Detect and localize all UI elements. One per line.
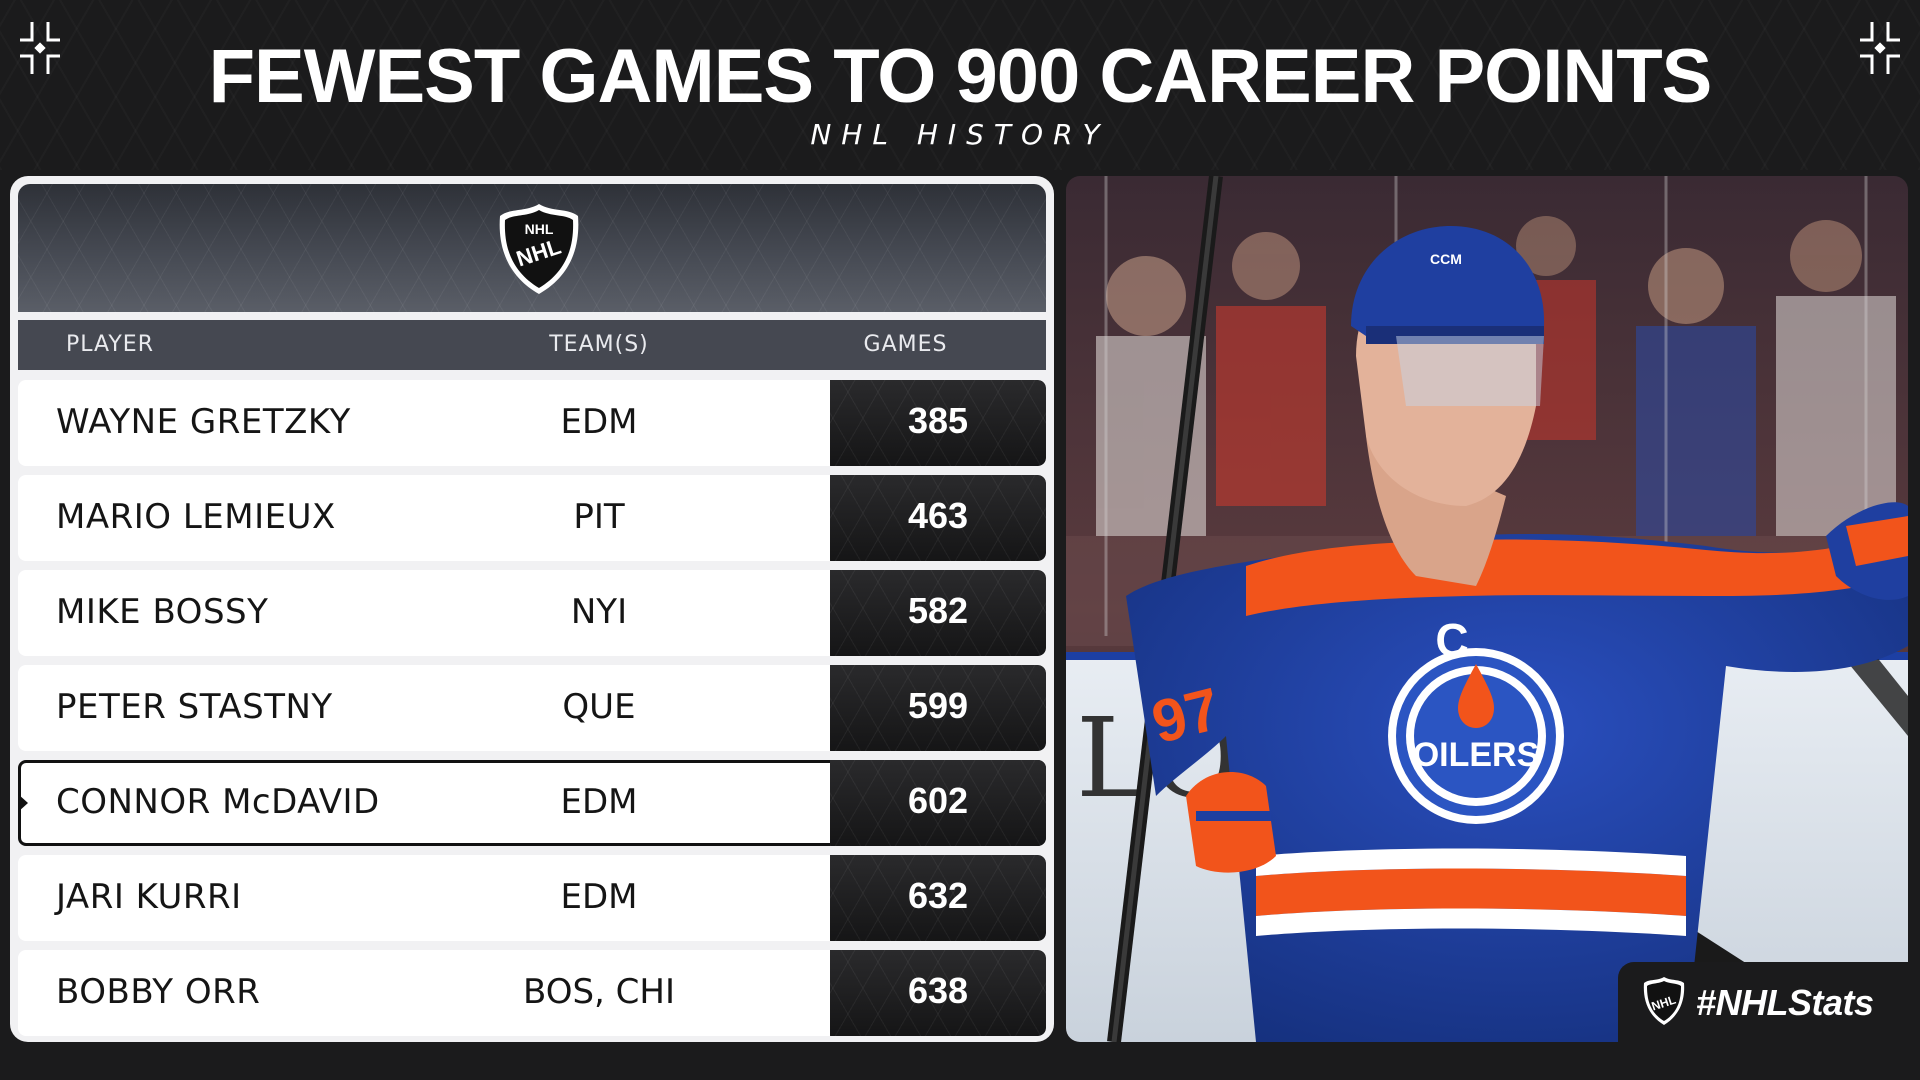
player-name: BOBBY ORR bbox=[56, 972, 261, 1012]
player-teams: PIT bbox=[573, 497, 625, 537]
games-value: 385 bbox=[907, 400, 969, 441]
jersey-captain-letter: C bbox=[1435, 614, 1468, 666]
table-row: MIKE BOSSY NYI 582 bbox=[18, 570, 1046, 656]
column-header-games: GAMES bbox=[863, 332, 948, 357]
player-name: PETER STASTNY bbox=[56, 687, 333, 727]
nhl-shield-logo-icon: NHL NHL bbox=[499, 204, 579, 294]
games-cell: 385 bbox=[830, 380, 1046, 466]
player-name: MIKE BOSSY bbox=[56, 592, 269, 632]
games-cell: 638 bbox=[830, 950, 1046, 1036]
games-value: 632 bbox=[907, 875, 969, 916]
player-teams: EDM bbox=[560, 402, 638, 442]
helmet-brand-text: CCM bbox=[1430, 251, 1462, 267]
table-row: WAYNE GRETZKY EDM 385 bbox=[18, 380, 1046, 466]
games-value: 582 bbox=[907, 590, 969, 631]
player-teams: EDM bbox=[560, 782, 638, 822]
player-name: WAYNE GRETZKY bbox=[56, 402, 351, 442]
jersey-number: 97 bbox=[1145, 675, 1226, 756]
player-photo-illustration: LOU OILERS C 97 CCM bbox=[1066, 176, 1908, 1042]
table-row: BOBBY ORR BOS, CHI 638 bbox=[18, 950, 1046, 1036]
player-name: MARIO LEMIEUX bbox=[56, 497, 336, 537]
table-row: MARIO LEMIEUX PIT 463 bbox=[18, 475, 1046, 561]
games-value: 463 bbox=[907, 495, 969, 536]
player-name: JARI KURRI bbox=[56, 877, 242, 917]
jersey-crest-text: OILERS bbox=[1413, 736, 1540, 774]
column-header-teams: TEAM(S) bbox=[549, 332, 649, 357]
games-value: 602 bbox=[907, 780, 969, 821]
table-header-row: PLAYER TEAM(S) GAMES bbox=[18, 320, 1046, 370]
svg-text:NHL: NHL bbox=[525, 221, 554, 237]
player-celebration-photo: LOU OILERS C 97 CCM bbox=[1066, 176, 1908, 1042]
corner-crosshair-icon bbox=[20, 22, 60, 74]
corner-crosshair-icon bbox=[1860, 22, 1900, 74]
player-teams: BOS, CHI bbox=[522, 972, 676, 1012]
player-teams: EDM bbox=[560, 877, 638, 917]
hashtag-text: #NHLStats bbox=[1696, 982, 1874, 1023]
games-value: 599 bbox=[907, 685, 969, 726]
player-name: CONNOR McDAVID bbox=[56, 782, 380, 822]
stats-table: NHL NHL PLAYER TEAM(S) GAMES WAYNE GRETZ… bbox=[10, 176, 1054, 1042]
games-value: 638 bbox=[907, 970, 969, 1011]
table-logo-banner: NHL NHL bbox=[18, 184, 1046, 312]
games-cell: 632 bbox=[830, 855, 1046, 941]
table-row: JARI KURRI EDM 632 bbox=[18, 855, 1046, 941]
highlight-marker-icon bbox=[18, 794, 28, 812]
page-title: FEWEST GAMES TO 900 CAREER POINTS bbox=[208, 34, 1713, 119]
column-header-player: PLAYER bbox=[66, 332, 154, 357]
table-row-highlighted: CONNOR McDAVID EDM 602 bbox=[18, 760, 1046, 846]
games-cell: 463 bbox=[830, 475, 1046, 561]
games-cell: 599 bbox=[830, 665, 1046, 751]
hashtag-badge: NHL #NHLStats bbox=[1618, 962, 1920, 1042]
page-subtitle: NHL HISTORY bbox=[810, 118, 1110, 151]
player-teams: QUE bbox=[562, 687, 636, 727]
table-row: PETER STASTNY QUE 599 bbox=[18, 665, 1046, 751]
games-cell: 602 bbox=[830, 760, 1046, 846]
player-teams: NYI bbox=[570, 592, 628, 632]
header-background-pattern bbox=[0, 0, 1920, 170]
nhl-shield-logo-icon: NHL bbox=[1643, 977, 1685, 1025]
games-cell: 582 bbox=[830, 570, 1046, 656]
